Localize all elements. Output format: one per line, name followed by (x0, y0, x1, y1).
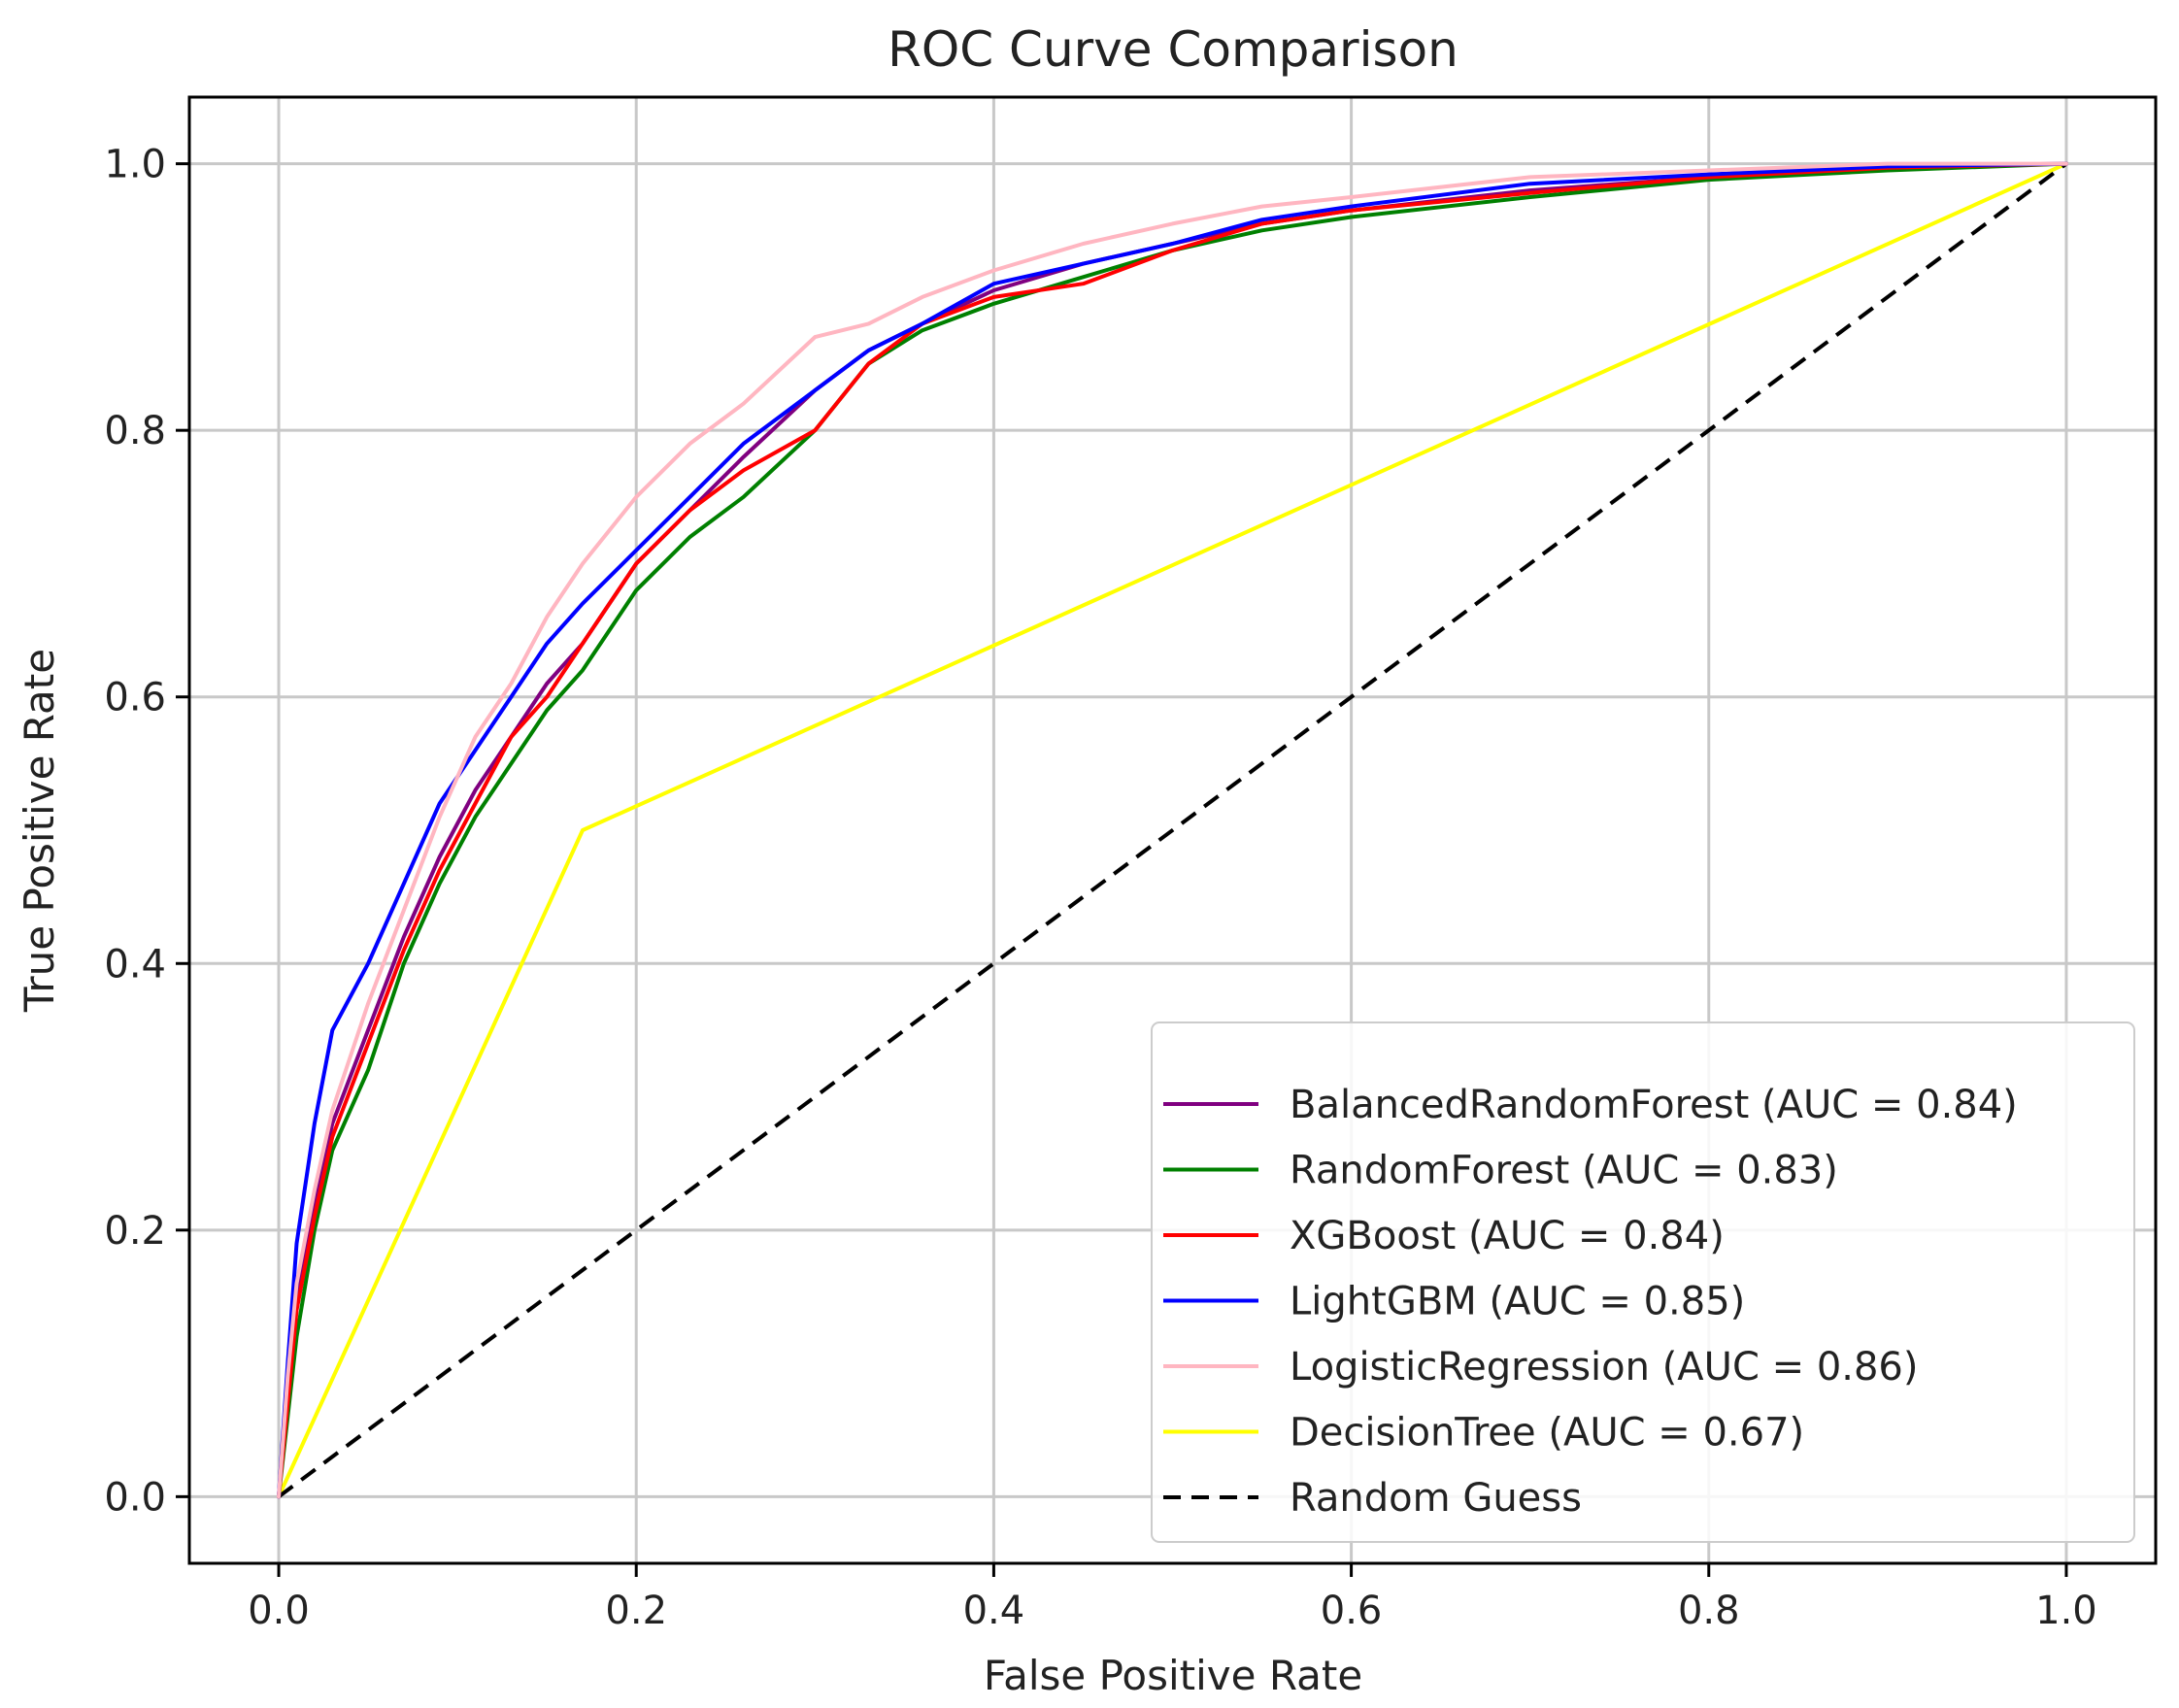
legend-label: LightGBM (AUC = 0.85) (1290, 1280, 1745, 1324)
series-line-decisiontree (277, 161, 2068, 1499)
axes-frame (187, 95, 2158, 1565)
series-line-lightgbm (277, 161, 2068, 1499)
y-tick-label: 1.0 (104, 143, 166, 187)
legend-label: Random Guess (1290, 1476, 1582, 1521)
series-line-randomforest (277, 161, 2068, 1499)
series-line-logisticregression (277, 161, 2068, 1499)
y-axis-ticks: 0.0 0.2 0.4 0.6 0.8 1.0 (104, 143, 189, 1520)
x-tick-label: 0.0 (248, 1589, 310, 1633)
y-axis-label: True Positive Rate (16, 649, 63, 1013)
y-tick-label: 0.6 (104, 676, 166, 720)
x-axis-label: False Positive Rate (984, 1652, 1362, 1699)
series-line-xgboost (277, 161, 2068, 1499)
legend-label: RandomForest (AUC = 0.83) (1290, 1149, 1838, 1193)
legend-entries: BalancedRandomForest (AUC = 0.84) RandomF… (1163, 1083, 2018, 1521)
y-tick-label: 0.4 (104, 942, 166, 987)
y-tick-label: 0.8 (104, 409, 166, 453)
series-line-random (277, 161, 2068, 1499)
x-tick-label: 0.8 (1678, 1589, 1740, 1633)
legend: BalancedRandomForest (AUC = 0.84) RandomF… (1151, 1021, 2135, 1543)
legend-label: BalancedRandomForest (AUC = 0.84) (1290, 1083, 2018, 1127)
x-tick-label: 0.6 (1321, 1589, 1383, 1633)
y-tick-label: 0.0 (104, 1475, 166, 1520)
x-axis-ticks: 0.0 0.2 0.4 0.6 0.8 1.0 (248, 1563, 2097, 1633)
x-tick-label: 0.2 (605, 1589, 667, 1633)
legend-label: LogisticRegression (AUC = 0.86) (1290, 1345, 1918, 1390)
y-tick-label: 0.2 (104, 1209, 166, 1254)
legend-label: XGBoost (AUC = 0.84) (1290, 1214, 1725, 1258)
series-lines (277, 161, 2068, 1499)
legend-box (1151, 1021, 2135, 1543)
x-tick-label: 0.4 (963, 1589, 1025, 1633)
chart-title: ROC Curve Comparison (888, 21, 1458, 78)
x-tick-label: 1.0 (2035, 1589, 2097, 1633)
legend-label: DecisionTree (AUC = 0.67) (1290, 1411, 1804, 1456)
